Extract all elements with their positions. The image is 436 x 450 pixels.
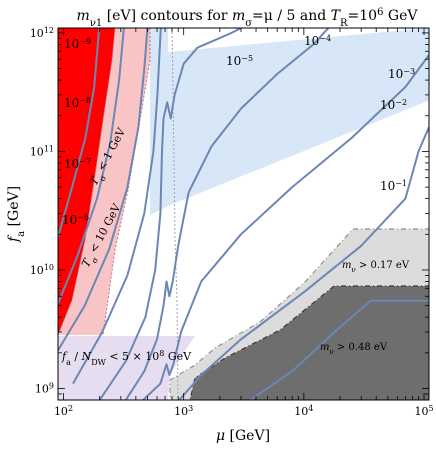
- annotation-m-nu-017: mν > 0.17 eV: [342, 260, 410, 274]
- x-axis-label: μ [GeV]: [216, 428, 270, 444]
- x-tick-label-2: 104: [294, 404, 313, 419]
- blue-band-region: [168, 28, 429, 206]
- contour-label-1e-4: 10−4: [304, 34, 331, 49]
- contour-labels: 10−9 10−8 10−7 10−6 10−5 10−4 10−3 10−2 …: [62, 34, 415, 228]
- y-tick-label-1: 1010: [30, 262, 54, 277]
- title-part-f: =μ / 5 and: [252, 8, 331, 24]
- title-part-i: =10: [348, 8, 378, 24]
- contour-label-1e-8: 10−8: [64, 96, 91, 111]
- annotation-m-nu-048: mν > 0.48 eV: [320, 342, 388, 356]
- contour-label-1e-9: 10−9: [64, 37, 91, 52]
- dotted-boundary-right: [171, 28, 179, 400]
- contour-line-5: [98, 28, 242, 400]
- x-tick-label-3: 105: [414, 404, 433, 419]
- dotted-boundary-red: [58, 28, 116, 336]
- contour-line-9: [249, 299, 429, 400]
- x-tick-label-1: 103: [174, 404, 193, 419]
- title-part-g: T: [331, 8, 342, 24]
- title-part-c: [eV] contours for: [102, 8, 232, 24]
- title-part-a: m: [77, 8, 90, 24]
- contour-label-1e-3: 10−3: [388, 67, 415, 82]
- title-part-b: ν1: [90, 18, 102, 29]
- dotted-boundary-pink: [102, 28, 151, 336]
- contour-label-1e-6: 10−6: [62, 213, 89, 228]
- blue-band-region-left: [150, 28, 168, 215]
- contour-layer: [58, 28, 429, 400]
- x-tick-label-0: 102: [54, 404, 73, 419]
- title-part-j: 6: [377, 7, 383, 18]
- title-part-k: GeV: [383, 8, 418, 24]
- title-part-h: R: [340, 18, 348, 29]
- y-tick-label-3: 1012: [30, 25, 54, 40]
- contour-line-2: [58, 28, 125, 304]
- contour-line-4: [72, 28, 162, 385]
- plot-frame: [57, 27, 430, 401]
- contour-line-7: [142, 54, 429, 400]
- contour-label-1e-5: 10−5: [226, 54, 253, 69]
- contour-line-1: [58, 28, 101, 238]
- chart-title: mν1 [eV] contours for mσ=μ / 5 and TR=10…: [77, 7, 419, 29]
- title-part-e: σ: [245, 18, 252, 29]
- tick-layer: 102 103 104 105 109 1010 1011 1012: [30, 25, 434, 418]
- red-region: [58, 28, 115, 335]
- dashed-boundary-light: [169, 228, 429, 400]
- contour-label-1e-7: 10−7: [64, 157, 91, 172]
- dark-gray-region: [190, 286, 429, 400]
- y-axis-label: fa [GeV]: [6, 186, 27, 243]
- contour-line-6: [124, 28, 330, 400]
- contour-label-1e-1: 10−1: [380, 179, 407, 194]
- y-tick-label-2: 1011: [30, 144, 54, 159]
- contour-line-3: [58, 28, 149, 351]
- annotation-fa-ndw: fa / NDW < 5 × 108 GeV: [61, 349, 192, 367]
- title-part-d: m: [232, 8, 245, 24]
- contour-line-8: [178, 126, 429, 400]
- contour-label-1e-2: 10−2: [380, 98, 407, 113]
- y-tick-label-0: 109: [35, 381, 54, 396]
